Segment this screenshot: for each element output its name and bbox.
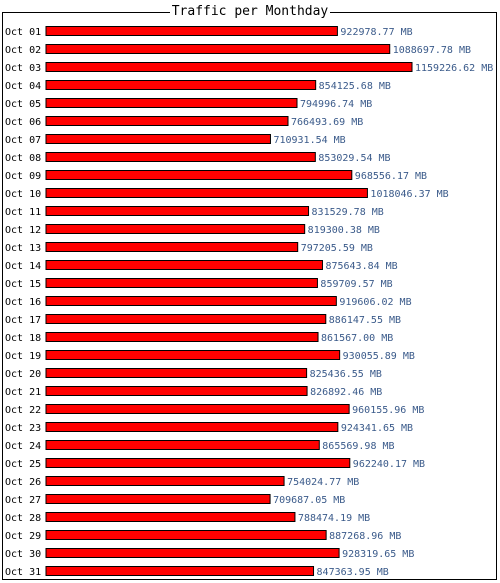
bar bbox=[45, 80, 317, 90]
bar bbox=[45, 314, 327, 324]
value-label: 819300.38 MB bbox=[308, 225, 380, 236]
value-label: 861567.00 MB bbox=[321, 333, 393, 344]
category-label: Oct 16 bbox=[5, 297, 41, 308]
category-label: Oct 31 bbox=[5, 567, 41, 578]
category-label: Oct 14 bbox=[5, 261, 41, 272]
category-label: Oct 01 bbox=[5, 27, 41, 38]
value-label: 887268.96 MB bbox=[329, 531, 401, 542]
bar bbox=[45, 494, 271, 504]
bar bbox=[45, 98, 298, 108]
chart-title: Traffic per Monthday bbox=[169, 4, 331, 19]
bar bbox=[45, 206, 310, 216]
bar bbox=[45, 458, 351, 468]
bar bbox=[45, 170, 353, 180]
bar bbox=[45, 44, 391, 54]
bar bbox=[45, 404, 350, 414]
value-label: 831529.78 MB bbox=[312, 207, 384, 218]
category-label: Oct 29 bbox=[5, 531, 41, 542]
category-label: Oct 25 bbox=[5, 459, 41, 470]
category-label: Oct 26 bbox=[5, 477, 41, 488]
category-label: Oct 18 bbox=[5, 333, 41, 344]
bar bbox=[45, 350, 341, 360]
category-label: Oct 17 bbox=[5, 315, 41, 326]
value-label: 825436.55 MB bbox=[310, 369, 382, 380]
bar bbox=[45, 566, 315, 576]
bar bbox=[45, 548, 340, 558]
value-label: 826892.46 MB bbox=[310, 387, 382, 398]
bar bbox=[45, 260, 323, 270]
category-label: Oct 30 bbox=[5, 549, 41, 560]
category-label: Oct 20 bbox=[5, 369, 41, 380]
bar bbox=[45, 386, 308, 396]
bar bbox=[45, 440, 320, 450]
category-label: Oct 27 bbox=[5, 495, 41, 506]
category-label: Oct 19 bbox=[5, 351, 41, 362]
category-label: Oct 08 bbox=[5, 153, 41, 164]
value-label: 788474.19 MB bbox=[298, 513, 370, 524]
value-label: 709687.05 MB bbox=[273, 495, 345, 506]
category-label: Oct 06 bbox=[5, 117, 41, 128]
category-label: Oct 07 bbox=[5, 135, 41, 146]
value-label: 928319.65 MB bbox=[342, 549, 414, 560]
category-label: Oct 11 bbox=[5, 207, 41, 218]
value-label: 766493.69 MB bbox=[291, 117, 363, 128]
value-label: 922978.77 MB bbox=[340, 27, 412, 38]
value-label: 754024.77 MB bbox=[287, 477, 359, 488]
bar bbox=[45, 368, 308, 378]
value-label: 1088697.78 MB bbox=[393, 45, 471, 56]
value-label: 886147.55 MB bbox=[329, 315, 401, 326]
bar bbox=[45, 512, 296, 522]
category-label: Oct 28 bbox=[5, 513, 41, 524]
category-label: Oct 04 bbox=[5, 81, 41, 92]
value-label: 1018046.37 MB bbox=[370, 189, 448, 200]
bar bbox=[45, 332, 319, 342]
bar bbox=[45, 296, 337, 306]
value-label: 847363.95 MB bbox=[317, 567, 389, 578]
category-label: Oct 22 bbox=[5, 405, 41, 416]
value-label: 865569.98 MB bbox=[322, 441, 394, 452]
bar bbox=[45, 224, 306, 234]
value-label: 919606.02 MB bbox=[339, 297, 411, 308]
bar bbox=[45, 278, 318, 288]
bar bbox=[45, 116, 289, 126]
category-label: Oct 21 bbox=[5, 387, 41, 398]
bar bbox=[45, 422, 339, 432]
category-label: Oct 05 bbox=[5, 99, 41, 110]
value-label: 1159226.62 MB bbox=[415, 63, 493, 74]
bar bbox=[45, 62, 413, 72]
bar bbox=[45, 242, 299, 252]
category-label: Oct 15 bbox=[5, 279, 41, 290]
category-label: Oct 03 bbox=[5, 63, 41, 74]
value-label: 794996.74 MB bbox=[300, 99, 372, 110]
bar bbox=[45, 26, 338, 36]
category-label: Oct 12 bbox=[5, 225, 41, 236]
category-label: Oct 02 bbox=[5, 45, 41, 56]
category-label: Oct 24 bbox=[5, 441, 41, 452]
value-label: 859709.57 MB bbox=[320, 279, 392, 290]
value-label: 962240.17 MB bbox=[353, 459, 425, 470]
value-label: 924341.65 MB bbox=[341, 423, 413, 434]
value-label: 853029.54 MB bbox=[318, 153, 390, 164]
value-label: 854125.68 MB bbox=[319, 81, 391, 92]
bar bbox=[45, 152, 316, 162]
category-label: Oct 23 bbox=[5, 423, 41, 434]
value-label: 968556.17 MB bbox=[355, 171, 427, 182]
bar bbox=[45, 530, 327, 540]
category-label: Oct 09 bbox=[5, 171, 41, 182]
category-label: Oct 13 bbox=[5, 243, 41, 254]
value-label: 875643.84 MB bbox=[325, 261, 397, 272]
value-label: 710931.54 MB bbox=[273, 135, 345, 146]
bar bbox=[45, 476, 285, 486]
bar bbox=[45, 134, 271, 144]
value-label: 960155.96 MB bbox=[352, 405, 424, 416]
bar bbox=[45, 188, 368, 198]
value-label: 930055.89 MB bbox=[343, 351, 415, 362]
category-label: Oct 10 bbox=[5, 189, 41, 200]
value-label: 797205.59 MB bbox=[301, 243, 373, 254]
